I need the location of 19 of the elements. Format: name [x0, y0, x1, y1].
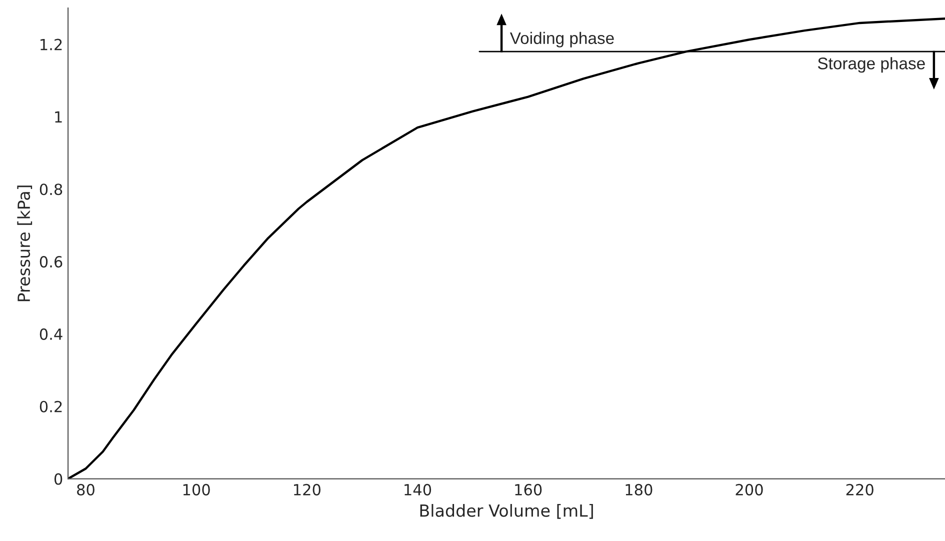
x-tick-label: 80: [77, 484, 94, 496]
y-tick-label: 0.8: [40, 184, 62, 196]
y-tick-label: 1.2: [40, 38, 62, 50]
y-tick-label: 1: [55, 111, 62, 123]
y-tick-label: 0.2: [40, 400, 62, 412]
x-tick-label: 200: [736, 484, 763, 496]
x-tick-label: 140: [404, 484, 432, 496]
y-tick-label: 0: [54, 473, 62, 485]
x-tick-label: 220: [846, 484, 874, 496]
y-tick-label: 0.6: [40, 256, 62, 268]
annotation: Voiding phase: [510, 32, 614, 48]
x-tick-label: 160: [515, 484, 542, 496]
x-tick-label: 100: [183, 484, 210, 496]
x-tick-label: 180: [626, 484, 652, 496]
x-axis-title: Bladder Volume [mL]: [420, 504, 593, 519]
annotation: Storage phase: [818, 57, 925, 73]
y-tick-label: 0.4: [40, 328, 62, 340]
y-axis-title: Pressure [kPa]: [17, 186, 32, 302]
x-tick-label: 120: [294, 484, 320, 496]
